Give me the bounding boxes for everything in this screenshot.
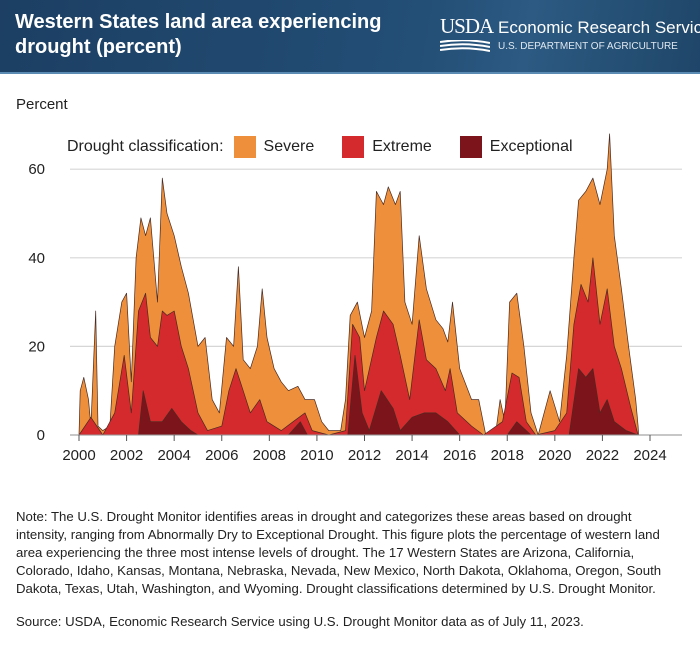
legend-title: Drought classification: <box>67 138 224 155</box>
x-tick-label: 2020 <box>538 447 571 464</box>
legend-label: Exceptional <box>489 138 573 155</box>
header-banner: Western States land area experiencing dr… <box>0 0 700 74</box>
legend: Drought classification: Severe Extreme E… <box>67 136 601 158</box>
legend-label: Extreme <box>372 138 432 155</box>
area-exceptional <box>138 354 639 436</box>
y-tick-label: 40 <box>28 250 45 267</box>
y-tick-label: 0 <box>37 427 45 444</box>
legend-swatch <box>233 136 256 158</box>
x-tick-label: 2016 <box>443 447 476 464</box>
x-tick-label: 2014 <box>395 447 428 464</box>
note-text: Note: The U.S. Drought Monitor identifie… <box>16 509 662 596</box>
x-tick-label: 2018 <box>491 447 524 464</box>
x-tick-label: 2024 <box>633 447 666 464</box>
y-axis-label: Percent <box>16 96 68 113</box>
x-tick-label: 2022 <box>586 447 619 464</box>
agency-name: Economic Research Service <box>498 18 700 37</box>
legend-swatch <box>459 136 482 158</box>
area-extreme <box>78 257 639 436</box>
area-chart: 0 20 40 60 2000 2002 2004 2006 2008 2010 2012 2014 2… <box>28 133 682 464</box>
chart-title: Western States land area experiencing dr… <box>15 11 382 58</box>
legend-item-extreme: Extreme <box>342 136 432 158</box>
usda-logo-mark: USDA <box>440 14 494 38</box>
legend-swatch <box>342 136 365 158</box>
usda-ers-logo: USDA Economic Research Service U.S. DEPA… <box>440 14 700 54</box>
x-tick-label: 2008 <box>253 447 286 464</box>
y-tick-label: 20 <box>28 338 45 355</box>
department-name: U.S. DEPARTMENT OF AGRICULTURE <box>498 41 678 52</box>
legend-item-severe: Severe <box>233 136 315 158</box>
x-tick-label: 2006 <box>205 447 238 464</box>
x-tick-label: 2012 <box>348 447 381 464</box>
source-text: Source: USDA, Economic Research Service … <box>16 614 584 629</box>
y-tick-label: 60 <box>28 161 45 178</box>
x-tick-label: 2000 <box>62 447 95 464</box>
legend-label: Severe <box>263 138 315 155</box>
x-tick-label: 2004 <box>157 447 190 464</box>
usda-logo-lines-icon <box>440 40 490 52</box>
legend-item-exceptional: Exceptional <box>459 136 573 158</box>
x-tick-label: 2010 <box>300 447 333 464</box>
x-tick-label: 2002 <box>110 447 143 464</box>
